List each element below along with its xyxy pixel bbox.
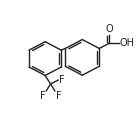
Text: OH: OH [120,38,135,48]
Text: F: F [56,91,62,101]
Text: O: O [105,24,113,34]
Text: F: F [40,91,46,101]
Text: F: F [59,75,65,85]
